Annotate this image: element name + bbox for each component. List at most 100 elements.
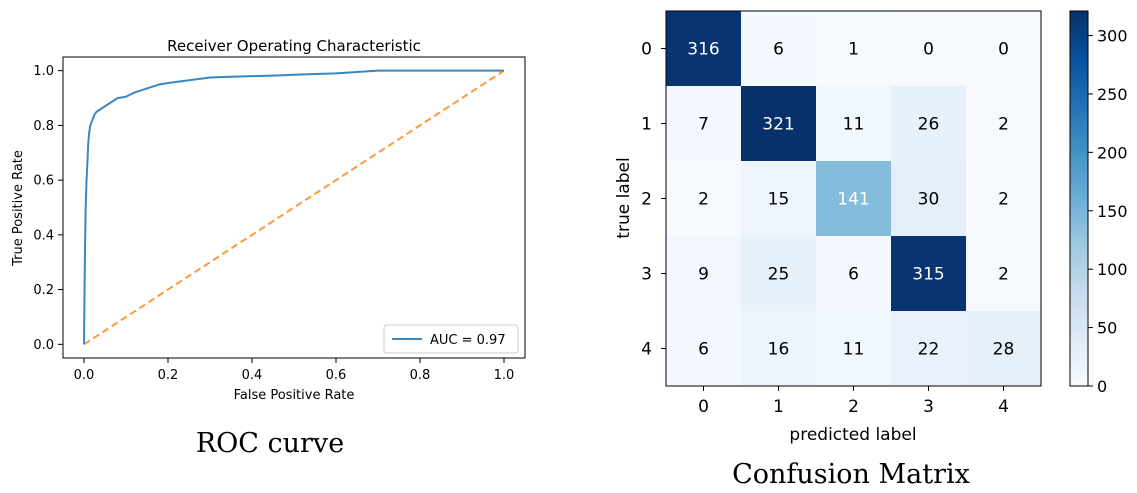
roc-ytick-label: 0.0 bbox=[33, 338, 54, 353]
cm-cell bbox=[666, 86, 741, 161]
cm-cell bbox=[891, 161, 966, 236]
cm-cell-value: 30 bbox=[918, 190, 940, 210]
colorbar-tick-label: 50 bbox=[1097, 319, 1117, 338]
colorbar-ticks-layer: 0 50 100 150 200 250 300 bbox=[1088, 27, 1128, 396]
cm-cell bbox=[966, 86, 1041, 161]
cm-cell bbox=[741, 161, 816, 236]
cm-cell bbox=[741, 236, 816, 311]
colorbar-tick-label: 150 bbox=[1097, 202, 1128, 221]
cm-cell-value: 26 bbox=[918, 115, 940, 135]
cm-cell bbox=[666, 236, 741, 311]
roc-legend-box bbox=[383, 324, 519, 354]
cm-xtick-label: 2 bbox=[848, 397, 859, 417]
roc-ytick-label: 1.0 bbox=[33, 64, 54, 79]
cm-cell-value: 7 bbox=[698, 115, 709, 135]
cm-xlabel: predicted label bbox=[789, 425, 916, 445]
cm-ytick-label: 2 bbox=[641, 190, 652, 210]
cm-xtick-label: 0 bbox=[698, 397, 709, 417]
cm-cell-value: 15 bbox=[768, 190, 790, 210]
cm-cell bbox=[666, 311, 741, 386]
cm-cell-value: 0 bbox=[923, 40, 934, 60]
roc-legend: AUC = 0.97 bbox=[383, 324, 519, 354]
colorbar-tick-label: 300 bbox=[1097, 27, 1128, 46]
roc-series-layer bbox=[83, 69, 505, 346]
roc-xtick-label: 0.4 bbox=[242, 368, 263, 383]
cm-cell bbox=[816, 86, 891, 161]
roc-diagonal-line bbox=[83, 69, 505, 346]
cm-xtick-label: 3 bbox=[923, 397, 934, 417]
cm-xtick-label: 1 bbox=[773, 397, 784, 417]
cm-ytick-label: 1 bbox=[641, 115, 652, 135]
cm-cell-value: 11 bbox=[843, 340, 865, 360]
cm-cell bbox=[741, 11, 816, 86]
caption-roc: ROC curve bbox=[196, 428, 344, 459]
cm-cell-value: 28 bbox=[993, 340, 1015, 360]
cm-ticks-layer: 0 1 2 3 4 0 1 2 3 4 bbox=[641, 40, 1009, 418]
cm-cell bbox=[666, 11, 741, 86]
cm-cell-value: 141 bbox=[837, 190, 869, 210]
cm-cell-value: 2 bbox=[698, 190, 709, 210]
caption-confusion-matrix: Confusion Matrix bbox=[732, 459, 970, 490]
cm-cell-value: 22 bbox=[918, 340, 940, 360]
roc-ytick-label: 0.4 bbox=[33, 228, 54, 243]
cm-cell bbox=[741, 86, 816, 161]
cm-ytick-label: 0 bbox=[641, 40, 652, 60]
roc-curve-line bbox=[83, 69, 504, 345]
colorbar-tick-label: 100 bbox=[1097, 260, 1128, 279]
cm-cell-value: 6 bbox=[698, 340, 709, 360]
colorbar bbox=[1069, 10, 1089, 387]
cm-cell bbox=[891, 236, 966, 311]
roc-chart: Receiver Operating Characteristic 0.0 0.2… bbox=[11, 37, 526, 403]
roc-title: Receiver Operating Characteristic bbox=[167, 37, 421, 55]
cm-cells-layer: 316 6 1 0 07 321 11 26 22 15 141 30 29 25 6 315 26 16 11 22… bbox=[666, 11, 1041, 386]
cm-cell bbox=[891, 11, 966, 86]
roc-ytick-label: 0.6 bbox=[33, 174, 54, 189]
roc-axes-layer: 0.0 0.2 0.4 0.6 0.8 1.0 0.0 0.2 0.4 0.6 0.8 1.0 bbox=[33, 64, 514, 383]
cm-ytick-label: 4 bbox=[641, 340, 652, 360]
roc-xlabel: False Positive Rate bbox=[234, 388, 355, 403]
roc-ylabel: True Positive Rate bbox=[11, 150, 26, 267]
colorbar-tick-label: 250 bbox=[1097, 85, 1128, 104]
cm-cell bbox=[966, 161, 1041, 236]
cm-ytick-label: 3 bbox=[641, 265, 652, 285]
colorbar-tick-label: 0 bbox=[1097, 377, 1107, 396]
cm-cell-value: 321 bbox=[762, 115, 794, 135]
roc-xtick-label: 1.0 bbox=[494, 368, 515, 383]
cm-cell bbox=[891, 311, 966, 386]
roc-ytick-label: 0.8 bbox=[33, 119, 54, 134]
cm-cell bbox=[816, 311, 891, 386]
roc-plot-frame bbox=[62, 56, 526, 359]
cm-cell-value: 11 bbox=[843, 115, 865, 135]
cm-cell-value: 315 bbox=[912, 265, 944, 285]
cm-cell-value: 2 bbox=[998, 265, 1009, 285]
confusion-matrix-chart: 316 6 1 0 07 321 11 26 22 15 141 30 29 25 6 315 26 16 11 22… bbox=[614, 10, 1128, 445]
cm-cell-value: 6 bbox=[848, 265, 859, 285]
cm-cell-value: 9 bbox=[698, 265, 709, 285]
roc-xtick-label: 0.0 bbox=[74, 368, 95, 383]
cm-cell bbox=[891, 86, 966, 161]
cm-cell bbox=[741, 311, 816, 386]
cm-cell-value: 16 bbox=[768, 340, 790, 360]
cm-cell-value: 0 bbox=[998, 40, 1009, 60]
roc-legend-label: AUC = 0.97 bbox=[430, 333, 506, 348]
roc-xtick-label: 0.8 bbox=[410, 368, 431, 383]
cm-cell bbox=[966, 11, 1041, 86]
cm-cell-value: 25 bbox=[768, 265, 790, 285]
cm-cell-value: 316 bbox=[687, 40, 719, 60]
cm-xtick-label: 4 bbox=[998, 397, 1009, 417]
cm-cell-value: 2 bbox=[998, 115, 1009, 135]
cm-cell bbox=[816, 11, 891, 86]
cm-cell bbox=[816, 161, 891, 236]
cm-cell bbox=[816, 236, 891, 311]
cm-cell bbox=[966, 311, 1041, 386]
cm-cell-value: 1 bbox=[848, 40, 859, 60]
cm-cell bbox=[666, 161, 741, 236]
cm-cell bbox=[966, 236, 1041, 311]
cm-cell-value: 6 bbox=[773, 40, 784, 60]
roc-xtick-label: 0.6 bbox=[326, 368, 347, 383]
cm-cell-value: 2 bbox=[998, 190, 1009, 210]
cm-ylabel: true label bbox=[614, 157, 634, 238]
roc-ytick-label: 0.2 bbox=[33, 283, 54, 298]
roc-xtick-label: 0.2 bbox=[158, 368, 179, 383]
